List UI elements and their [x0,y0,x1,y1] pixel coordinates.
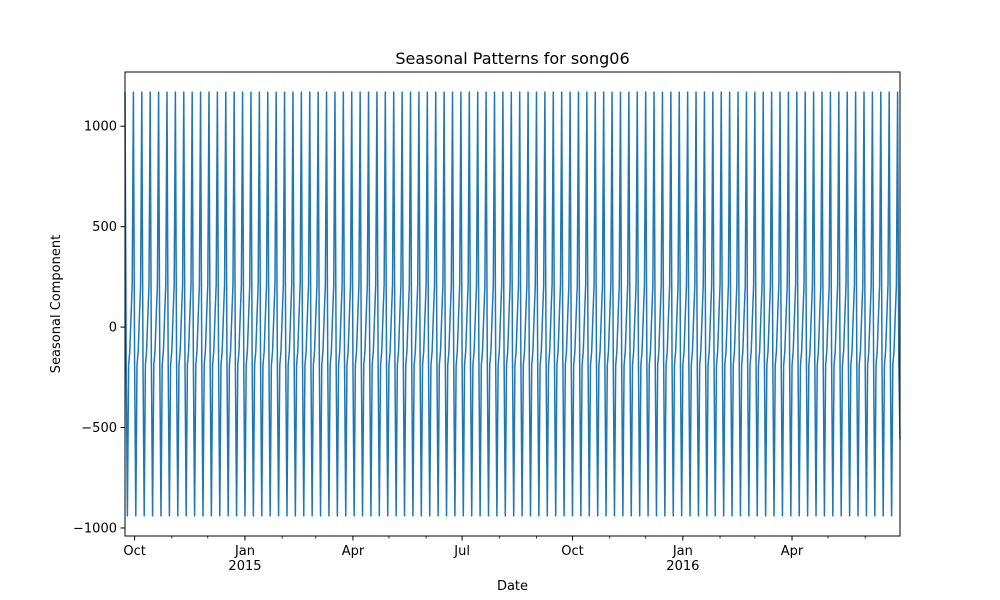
x-tick-label: Jan [672,544,693,559]
y-tick-label: 0 [109,321,117,336]
x-tick-label: Oct [123,544,145,559]
x-tick-label: Apr [781,544,804,559]
x-tick-label: Oct [561,544,583,559]
y-axis-title: Seasonal Component [49,235,64,373]
x-tick-label: Jan [234,544,255,559]
x-tick-year-label: 2016 [666,559,699,574]
y-tick-label: 1000 [84,120,117,135]
y-tick-label: −1000 [73,521,117,536]
x-axis-title: Date [497,579,528,594]
chart-title: Seasonal Patterns for song06 [395,49,629,68]
x-tick-year-label: 2015 [228,559,261,574]
plot-frame [124,71,901,537]
x-tick-label: Jul [453,544,470,559]
series-layer [124,91,901,517]
x-tick-label: Apr [342,544,365,559]
y-tick-label: 500 [92,220,117,235]
y-tick-label: −500 [81,421,117,436]
y-axis: 1000 500 0 −500 −1000 [73,120,125,536]
series-line [124,91,901,517]
